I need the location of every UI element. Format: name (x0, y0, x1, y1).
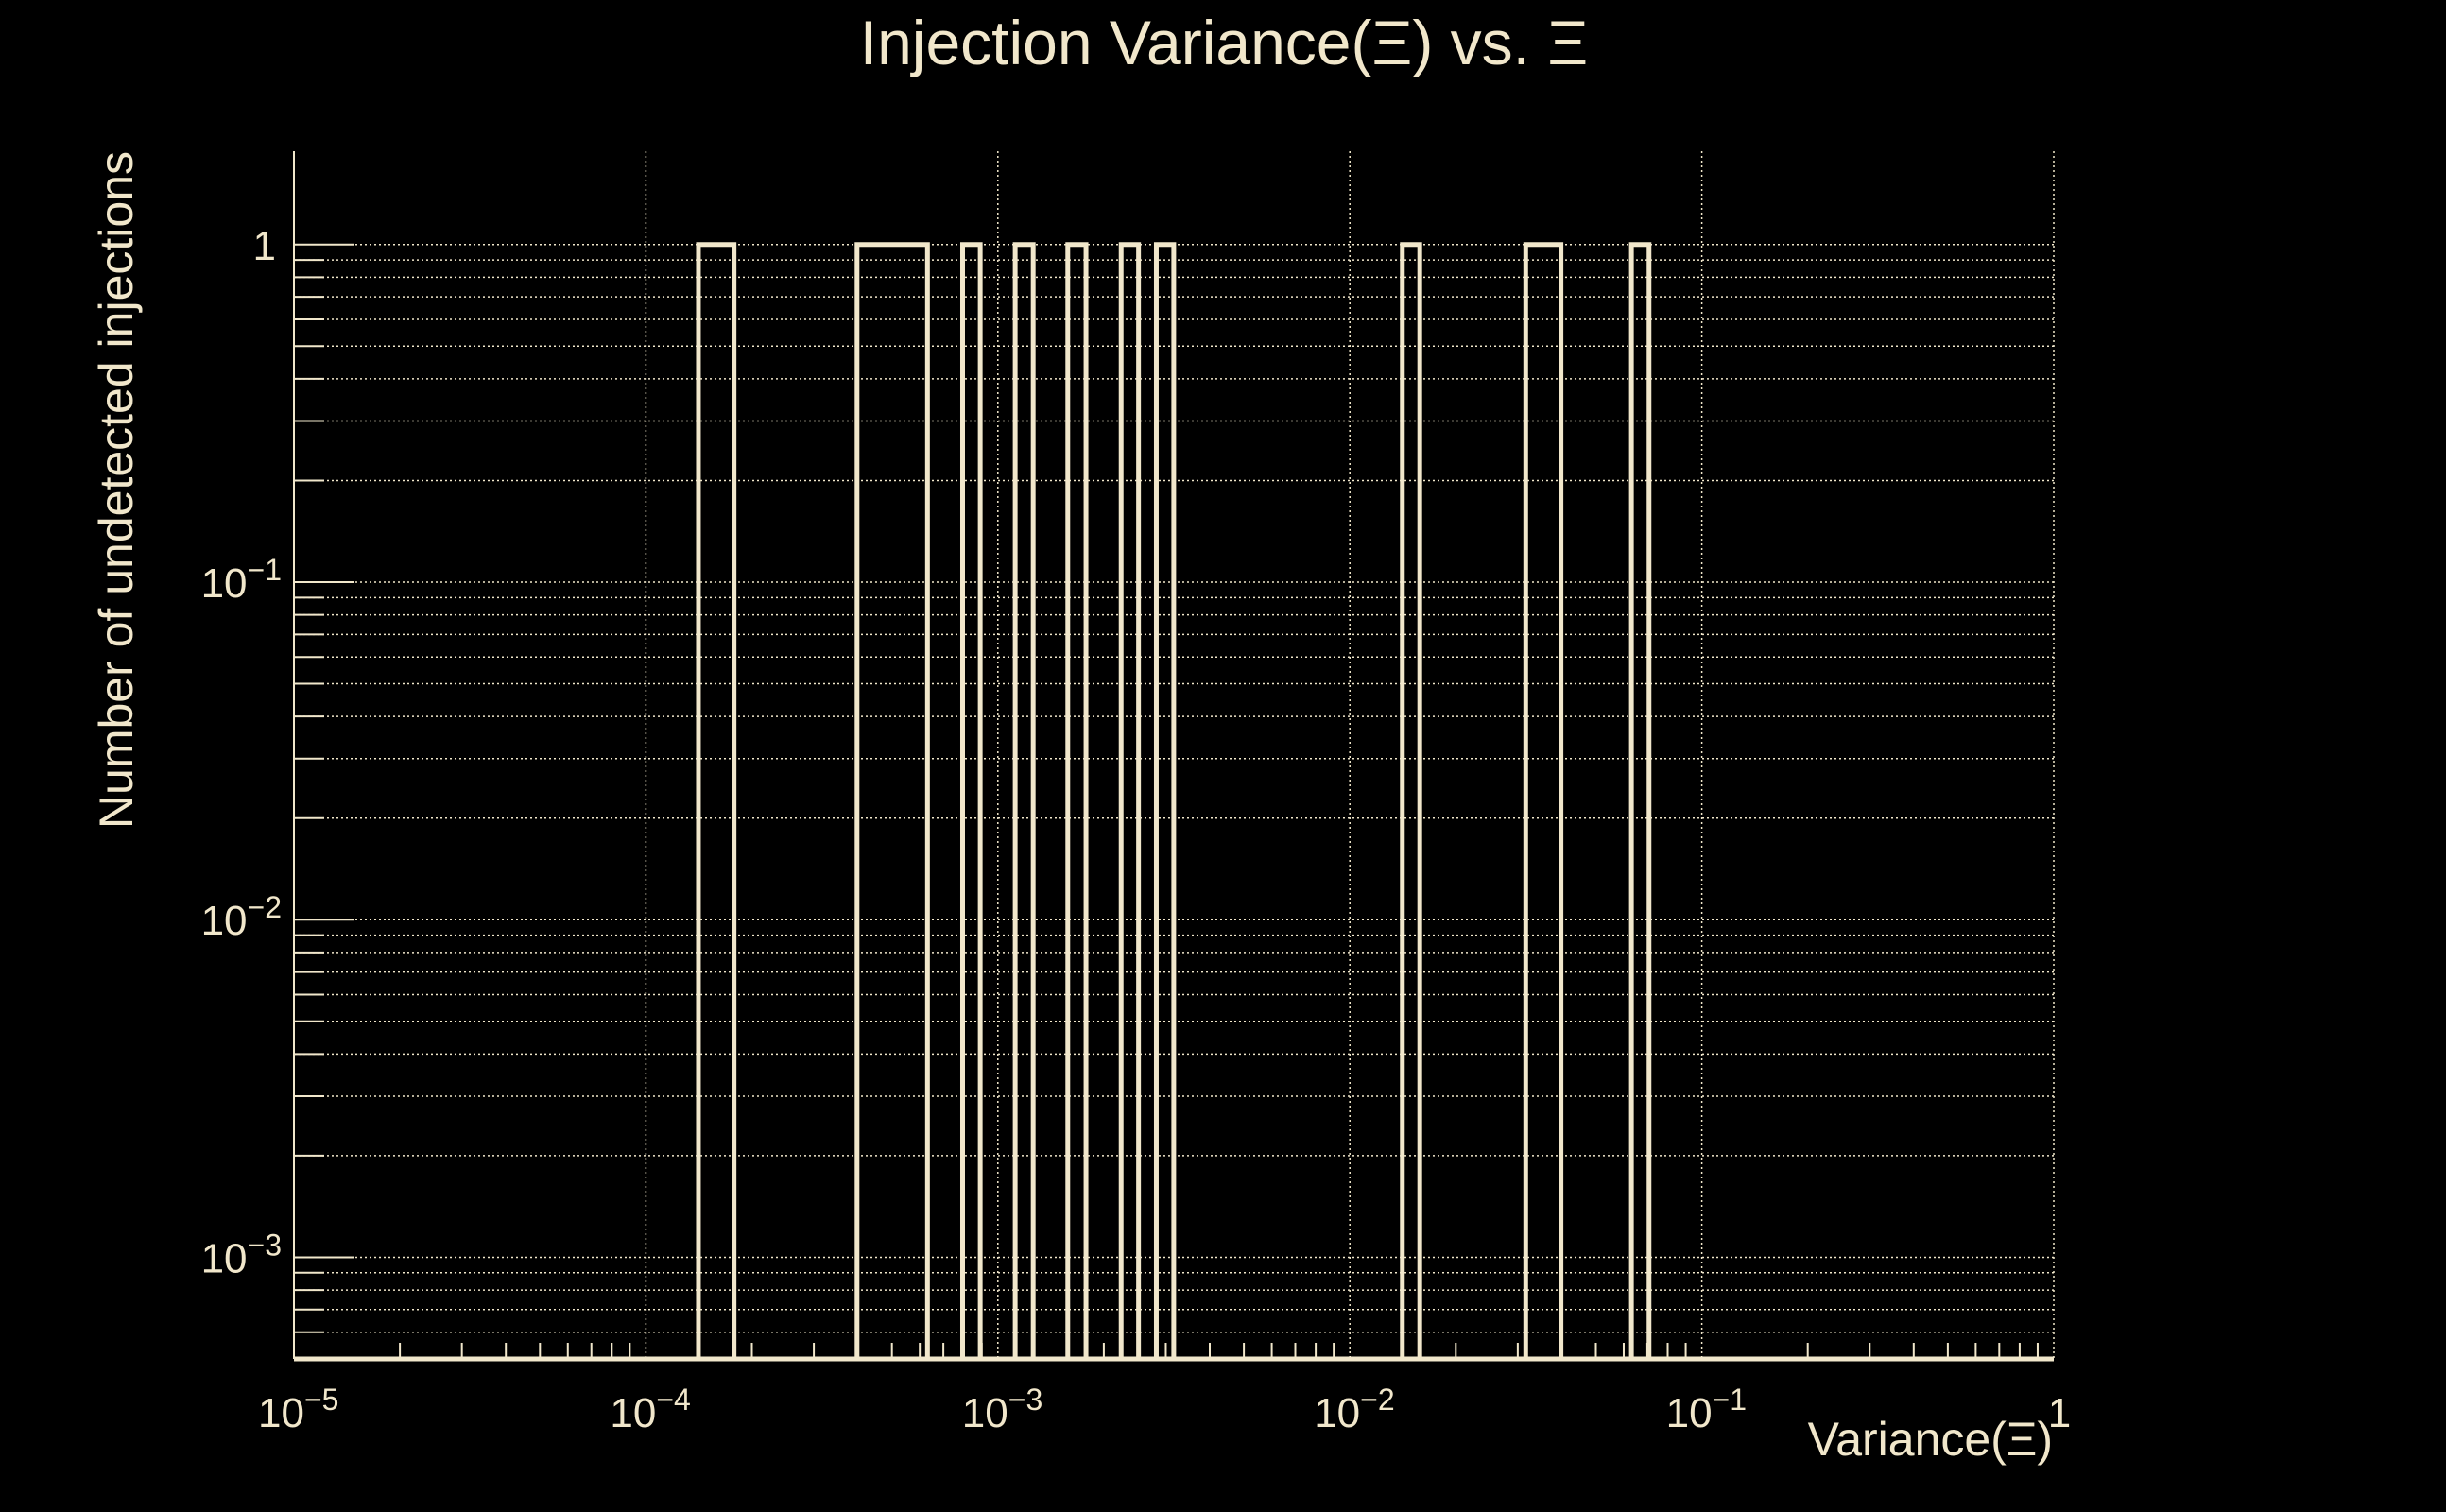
tick-label-base: 10 (1314, 1390, 1360, 1436)
tick-label-base: 10 (610, 1390, 656, 1436)
axes (293, 151, 2054, 1362)
x-tick-label: 10−3 (962, 1383, 1042, 1436)
y-tick-label: 1 (253, 223, 276, 269)
y-tick-label: 10−3 (201, 1228, 282, 1281)
x-axis-title: Variance(Ξ) (1808, 1413, 2053, 1466)
tick-label-base: 10 (962, 1390, 1008, 1436)
tick-label-exponent: −5 (304, 1383, 338, 1417)
x-tick-label: 10−4 (610, 1383, 690, 1436)
x-tick-label: 1 (2048, 1390, 2071, 1436)
chart-title: Injection Variance(Ξ) vs. Ξ (860, 8, 1589, 77)
tick-label-base: 10 (258, 1390, 304, 1436)
tick-label-exponent: −3 (248, 1228, 282, 1262)
tick-label-exponent: −2 (1360, 1383, 1394, 1417)
y-axis-title: Number of undetected injections (90, 151, 143, 829)
tick-label-exponent: −1 (248, 553, 282, 587)
tick-label-exponent: −2 (248, 890, 282, 924)
tick-label-base: 10 (1666, 1390, 1713, 1436)
tick-label-base: 10 (201, 560, 248, 607)
tick-label-base: 1 (253, 223, 276, 269)
tick-label-base: 10 (201, 1235, 248, 1281)
y-tick-label: 10−1 (201, 553, 282, 607)
x-tick-label: 10−5 (258, 1383, 338, 1436)
tick-label-exponent: −3 (1008, 1383, 1042, 1417)
tick-label-base: 1 (2048, 1390, 2071, 1436)
tick-label-base: 10 (201, 898, 248, 944)
tick-label-exponent: −4 (656, 1383, 690, 1417)
x-tick-label: 10−1 (1666, 1383, 1747, 1436)
x-tick-label: 10−2 (1314, 1383, 1394, 1436)
tick-label-exponent: −1 (1713, 1383, 1747, 1417)
y-tick-label: 10−2 (201, 890, 282, 944)
